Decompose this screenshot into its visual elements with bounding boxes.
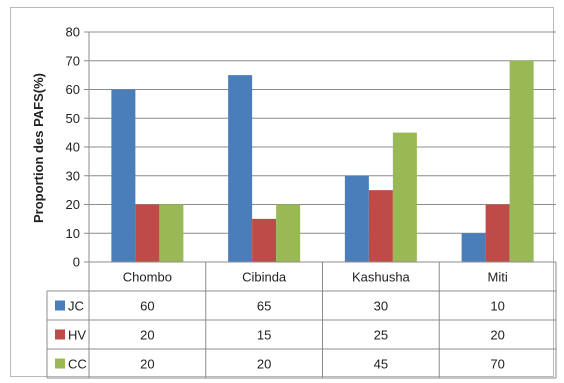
bar-jc-cibinda xyxy=(228,75,253,262)
bar-jc-miti xyxy=(461,233,486,262)
y-tick-label: 80 xyxy=(66,25,80,40)
y-axis-label: Proportion des PAFS(%) xyxy=(31,73,46,223)
bar-jc-chombo xyxy=(111,89,136,262)
data-label: 20 xyxy=(490,328,504,343)
x-tick-label: Chombo xyxy=(123,270,172,285)
y-tick-label: 70 xyxy=(66,53,80,68)
bar-jc-kashusha xyxy=(344,175,369,262)
data-label: 65 xyxy=(257,299,271,314)
x-tick-label: Miti xyxy=(488,270,508,285)
data-label: 10 xyxy=(490,299,504,314)
y-tick-label: 50 xyxy=(66,111,80,126)
data-label: 70 xyxy=(490,357,504,372)
axes: 0 10 20 30 40 50 60 70 80 xyxy=(66,25,90,270)
y-tick-label: 60 xyxy=(66,82,80,97)
data-label: 20 xyxy=(140,357,154,372)
data-label: 25 xyxy=(374,328,388,343)
y-tick-label: 40 xyxy=(66,140,80,155)
bar-cc-cibinda xyxy=(276,204,301,262)
x-tick-label: Kashusha xyxy=(352,270,411,285)
bars xyxy=(111,60,534,262)
data-label: 60 xyxy=(140,299,154,314)
data-label: 45 xyxy=(374,357,388,372)
data-table: Chombo Cibinda Kashusha Miti JC 60 65 30 10 HV 20 1… xyxy=(46,261,557,379)
chart-frame xyxy=(10,7,554,377)
bar-hv-chombo xyxy=(135,204,160,262)
legend-label-cc: CC xyxy=(68,357,87,372)
bar-cc-miti xyxy=(509,60,534,262)
x-tick-label: Cibinda xyxy=(242,270,287,285)
bar-cc-chombo xyxy=(159,204,184,262)
bar-hv-kashusha xyxy=(368,190,393,262)
data-label: 15 xyxy=(257,328,271,343)
bar-hv-miti xyxy=(485,204,510,262)
bar-cc-kashusha xyxy=(392,132,417,262)
legend-label-hv: HV xyxy=(68,328,86,343)
y-tick-label: 30 xyxy=(66,168,80,183)
bar-hv-cibinda xyxy=(252,218,277,262)
data-label: 30 xyxy=(374,299,388,314)
y-tick-label: 0 xyxy=(73,255,80,270)
legend-key-cc xyxy=(55,358,65,369)
legend-key-jc xyxy=(55,300,65,311)
data-label: 20 xyxy=(140,328,154,343)
legend-label-jc: JC xyxy=(68,299,84,314)
y-tick-label: 10 xyxy=(66,226,80,241)
y-tick-label: 20 xyxy=(66,197,80,212)
legend-key-hv xyxy=(55,329,65,340)
data-label: 20 xyxy=(257,357,271,372)
